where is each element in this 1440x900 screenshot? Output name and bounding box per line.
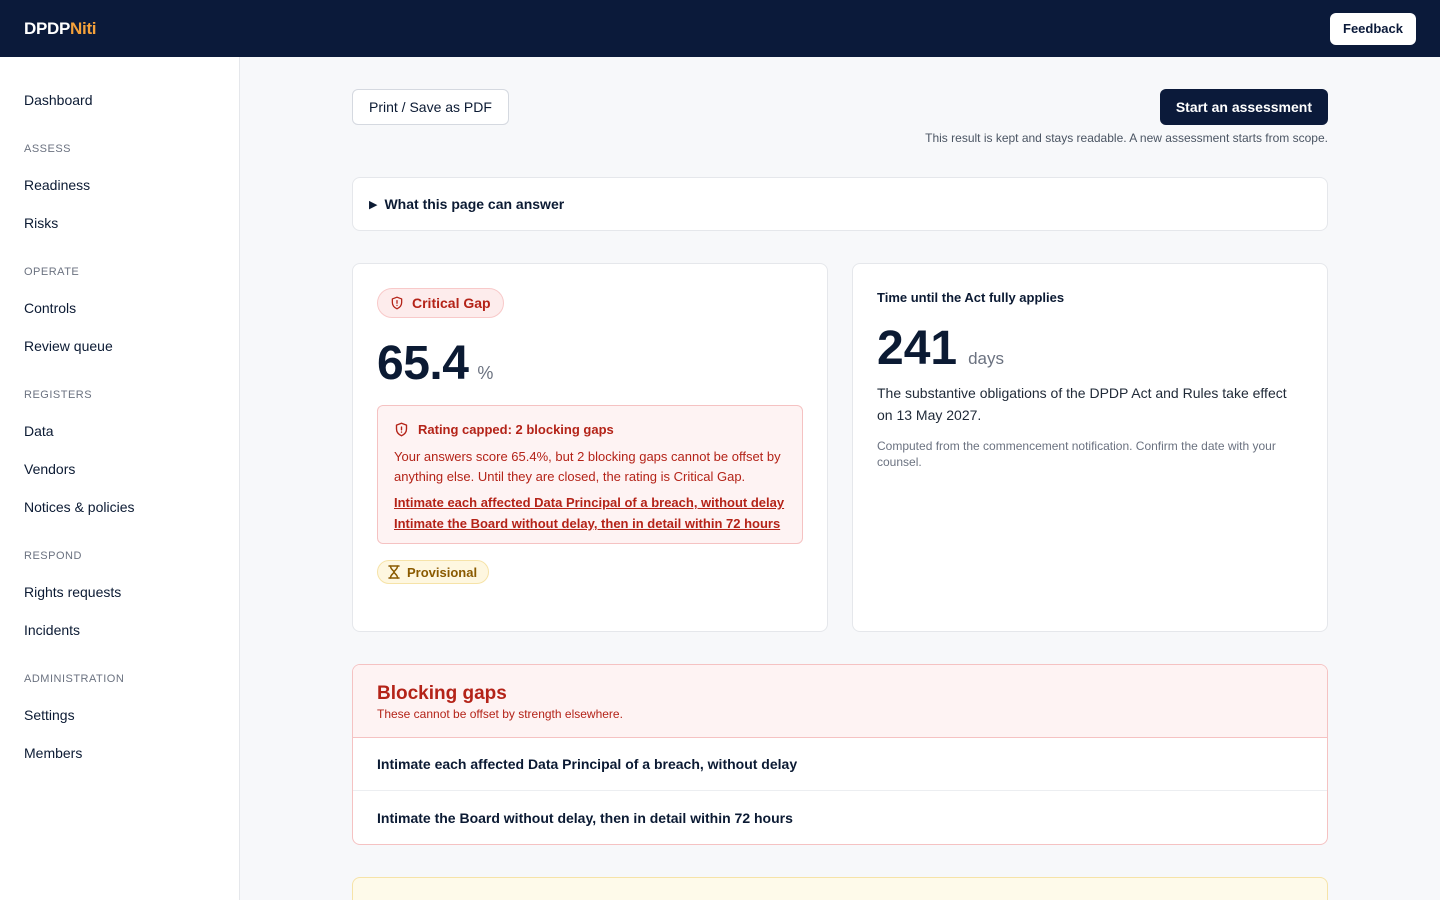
score-display: 65.4 % xyxy=(377,336,803,391)
logo-primary: DPDP xyxy=(24,18,71,38)
start-assessment-button[interactable]: Start an assessment xyxy=(1159,89,1328,125)
countdown-note: Computed from the commencement notificat… xyxy=(877,439,1276,469)
sidebar-item-rights-requests[interactable]: Rights requests xyxy=(24,584,122,600)
critical-gap-badge: Critical Gap xyxy=(377,288,504,318)
sidebar-item-vendors[interactable]: Vendors xyxy=(24,461,76,477)
sidebar-item-settings[interactable]: Settings xyxy=(24,707,75,723)
blocking-gaps-subtitle: These cannot be offset by strength elsew… xyxy=(377,707,623,721)
main-content[interactable]: Print / Save as PDF Start an assessment … xyxy=(240,57,1440,900)
sidebar-group-label: OPERATE xyxy=(24,266,80,278)
sidebar-item-review-queue[interactable]: Review queue xyxy=(24,338,113,354)
print-save-pdf-button[interactable]: Print / Save as PDF xyxy=(352,89,509,125)
alert-header: Rating capped: 2 blocking gaps xyxy=(394,422,786,437)
sidebar-group-respond: RESPOND Rights requests Incidents xyxy=(24,547,215,657)
sidebar-item-risks[interactable]: Risks xyxy=(24,215,59,231)
sidebar-item-readiness[interactable]: Readiness xyxy=(24,177,91,193)
sidebar-group-operate: OPERATE Controls Review queue xyxy=(24,263,215,373)
blocking-gaps-header: Blocking gaps These cannot be offset by … xyxy=(353,665,1327,738)
blocking-gap-row[interactable]: Intimate each affected Data Principal of… xyxy=(353,738,1327,791)
score-value: 65.4 xyxy=(377,337,469,390)
critical-gap-label: Critical Gap xyxy=(412,295,491,311)
blocking-gaps-panel: Blocking gaps These cannot be offset by … xyxy=(352,664,1328,845)
start-assessment-note: This result is kept and stays readable. … xyxy=(925,131,1328,145)
sidebar-group-label: ASSESS xyxy=(24,143,72,155)
blocking-gap-row[interactable]: Intimate the Board without delay, then i… xyxy=(377,809,793,826)
blocking-gaps-title: Blocking gaps xyxy=(377,683,507,704)
sidebar-group-label: REGISTERS xyxy=(24,389,93,401)
top-bar: DPDPNiti Feedback xyxy=(0,0,1440,57)
days-unit: days xyxy=(968,349,1005,368)
sidebar-item-dashboard[interactable]: Dashboard xyxy=(24,92,93,108)
blocking-gap-link[interactable]: Intimate each affected Data Principal of… xyxy=(394,495,785,510)
sidebar-group-label: ADMINISTRATION xyxy=(24,673,125,685)
action-row: Print / Save as PDF Start an assessment … xyxy=(352,89,1328,149)
countdown-title: Time until the Act fully applies xyxy=(877,290,1065,305)
provisional-label: Provisional xyxy=(407,564,478,580)
result-page: Print / Save as PDF Start an assessment … xyxy=(352,89,1328,900)
next-section-panel xyxy=(352,877,1328,900)
sidebar-item-members[interactable]: Members xyxy=(24,745,83,761)
app-logo[interactable]: DPDPNiti xyxy=(24,18,97,39)
logo-accent: Niti xyxy=(70,18,97,38)
score-card: Critical Gap 65.4 % xyxy=(352,263,828,632)
sidebar-group-registers: REGISTERS Data Vendors Notices & policie… xyxy=(24,386,215,534)
alert-title: Rating capped: 2 blocking gaps xyxy=(418,422,614,437)
faq-disclosure[interactable]: ▶ What this page can answer xyxy=(352,177,1328,231)
days-value: 241 xyxy=(877,322,958,375)
blocking-gap-link[interactable]: Intimate the Board without delay, then i… xyxy=(394,516,781,531)
hourglass-icon xyxy=(388,565,400,579)
triangle-right-icon: ▶ xyxy=(369,198,378,211)
alert-body: Your answers score 65.4%, but 2 blocking… xyxy=(394,449,781,484)
sidebar-group-administration: ADMINISTRATION Settings Members xyxy=(24,670,215,780)
provisional-badge: Provisional xyxy=(377,560,490,584)
sidebar-group-assess: ASSESS Readiness Risks xyxy=(24,140,215,250)
score-unit: % xyxy=(477,363,494,383)
rating-capped-alert: Rating capped: 2 blocking gaps Your answ… xyxy=(377,405,803,544)
sidebar-group-label: RESPOND xyxy=(24,550,82,562)
sidebar-item-incidents[interactable]: Incidents xyxy=(24,622,81,638)
faq-label: What this page can answer xyxy=(384,196,565,212)
countdown-description: The substantive obligations of the DPDP … xyxy=(877,385,1287,423)
sidebar-item-controls[interactable]: Controls xyxy=(24,300,77,316)
shield-alert-icon xyxy=(390,296,404,310)
countdown-card: Time until the Act fully applies 241 day… xyxy=(852,263,1328,632)
shield-alert-icon xyxy=(394,422,409,437)
sidebar: Dashboard ASSESS Readiness Risks OPERATE… xyxy=(0,57,240,900)
sidebar-item-notices-policies[interactable]: Notices & policies xyxy=(24,499,135,515)
summary-cards: Critical Gap 65.4 % xyxy=(352,263,1328,632)
feedback-button[interactable]: Feedback xyxy=(1330,12,1416,45)
countdown-display: 241 days xyxy=(877,321,1303,376)
sidebar-item-data[interactable]: Data xyxy=(24,423,54,439)
